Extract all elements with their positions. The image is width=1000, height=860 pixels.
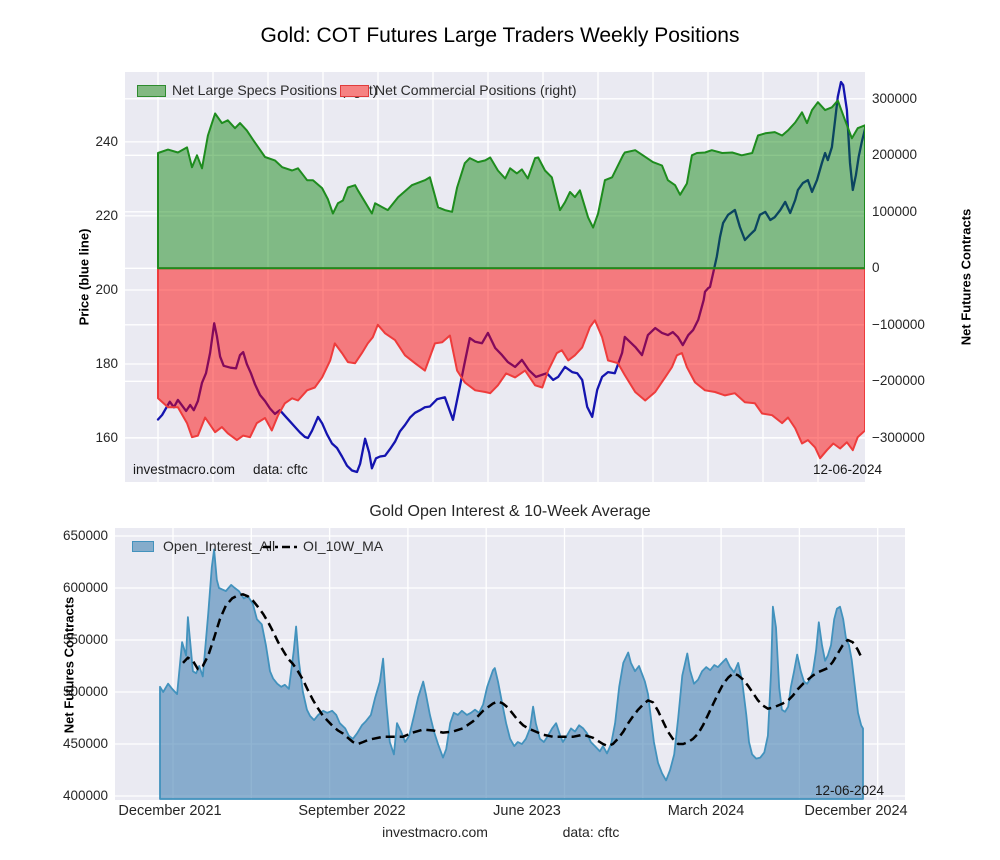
top-left-axis-tick-label: 180 bbox=[95, 355, 118, 371]
specs-legend-swatch bbox=[137, 85, 166, 97]
top-right-axis-tick-label: 0 bbox=[872, 260, 880, 276]
specs-legend-label: Net Large Specs Positions (right) bbox=[172, 82, 378, 98]
top-right-axis-label: Net Futures Contracts bbox=[958, 208, 974, 346]
top-left-axis-tick-label: 160 bbox=[95, 429, 118, 445]
ma-legend-line-sample bbox=[263, 545, 297, 549]
bottom-left-axis-tick-label: 450000 bbox=[62, 736, 108, 752]
bottom-x-axis-tick-label: June 2023 bbox=[493, 803, 561, 819]
bottom-chart-plot bbox=[115, 528, 905, 800]
bottom-x-axis-tick-label: December 2021 bbox=[118, 803, 222, 819]
footer-watermark-text: investmacro.com bbox=[382, 824, 488, 840]
bottom-x-axis-tick-label: March 2024 bbox=[667, 803, 745, 819]
footer-source-text: data: cftc bbox=[562, 824, 620, 840]
bottom-left-axis-label: Net Futures Contracts bbox=[61, 596, 77, 734]
open-interest-legend-swatch bbox=[132, 541, 154, 552]
bottom-x-axis-tick-label: December 2024 bbox=[804, 803, 908, 819]
bottom-left-axis-tick-label: 400000 bbox=[62, 788, 108, 804]
bottom-chart-title: Gold Open Interest & 10-Week Average bbox=[369, 503, 651, 520]
top-watermark-text: investmacro.com bbox=[133, 462, 236, 477]
page-title: Gold: COT Futures Large Traders Weekly P… bbox=[260, 24, 740, 47]
commercials-legend-swatch bbox=[340, 85, 369, 97]
top-right-axis-tick-label: −200000 bbox=[872, 373, 925, 389]
top-right-axis-tick-label: −100000 bbox=[872, 316, 925, 332]
bottom-date-annotation: 12-06-2024 bbox=[814, 783, 884, 798]
bottom-left-axis-tick-label: 500000 bbox=[62, 684, 108, 700]
bottom-x-axis-tick-label: September 2022 bbox=[298, 803, 406, 819]
commercials-legend-label: Net Commercial Positions (right) bbox=[375, 82, 577, 98]
top-left-axis-tick-label: 240 bbox=[95, 133, 118, 149]
ma-legend-label: OI_10W_MA bbox=[303, 538, 384, 554]
top-chart-plot bbox=[125, 72, 865, 482]
top-right-axis-tick-label: 200000 bbox=[872, 147, 918, 163]
top-right-axis-tick-label: 300000 bbox=[872, 90, 918, 106]
bottom-left-axis-tick-label: 550000 bbox=[62, 632, 108, 648]
top-source-text: data: cftc bbox=[253, 462, 308, 477]
top-left-axis-tick-label: 200 bbox=[95, 281, 118, 297]
open-interest-legend-label: Open_Interest_All bbox=[163, 538, 276, 554]
top-right-axis-tick-label: 100000 bbox=[872, 203, 918, 219]
top-left-axis-tick-label: 220 bbox=[95, 207, 118, 223]
bottom-left-axis-tick-label: 650000 bbox=[62, 528, 108, 543]
bottom-left-axis-tick-label: 600000 bbox=[62, 580, 108, 596]
top-right-axis-tick-label: −300000 bbox=[872, 429, 925, 445]
top-date-annotation: 12-06-2024 bbox=[812, 462, 882, 477]
top-left-axis-label: Price (blue line) bbox=[76, 228, 92, 326]
